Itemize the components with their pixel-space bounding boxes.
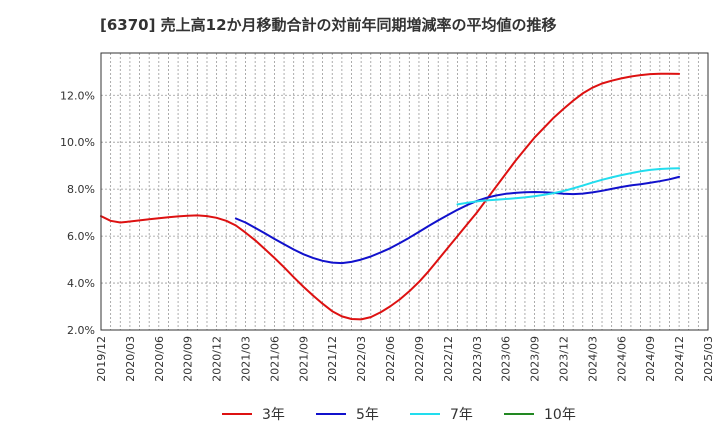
x-tick-label: 2024/03: [586, 336, 599, 382]
x-tick-label: 2022/12: [442, 336, 455, 382]
series-line-2: [456, 167, 681, 206]
x-tick-label: 2020/06: [153, 336, 166, 382]
x-tick-label: 2020/12: [211, 336, 224, 382]
x-tick-label: 2024/12: [673, 336, 686, 382]
legend-label-0: 3年: [262, 407, 285, 423]
legend-label-1: 5年: [356, 407, 379, 423]
x-tick-label: 2023/06: [500, 336, 513, 382]
y-tick-label: 8.0%: [67, 183, 95, 196]
x-tick-label: 2021/09: [297, 336, 310, 382]
y-axis-ticks: 2.0% 4.0% 6.0% 8.0% 10.0% 12.0%: [60, 89, 95, 337]
x-tick-label: 2025/03: [702, 336, 715, 382]
legend-label-2: 7年: [450, 407, 473, 423]
series-line-1: [234, 175, 681, 265]
x-tick-label: 2021/06: [268, 336, 281, 382]
x-tick-label: 2024/09: [644, 336, 657, 382]
y-tick-label: 12.0%: [60, 89, 95, 102]
x-tick-label: 2022/03: [355, 336, 368, 382]
y-tick-label: 4.0%: [67, 277, 95, 290]
x-tick-label: 2024/06: [615, 336, 628, 382]
plot-area-border: [100, 52, 709, 331]
x-axis-ticks: 2019/12 2020/03 2020/06 2020/09 2020/12 2021/…: [95, 336, 715, 382]
x-tick-label: 2023/03: [471, 336, 484, 382]
plot-area-background: [101, 53, 708, 330]
legend-label-3: 10年: [544, 407, 576, 423]
x-tick-label: 2023/09: [529, 336, 542, 382]
x-tick-label: 2022/09: [413, 336, 426, 382]
series-lines: [100, 72, 681, 321]
x-tick-label: 2023/12: [557, 336, 570, 382]
chart-title: [6370] 売上高12か月移動合計の対前年同期増減率の平均値の推移: [100, 16, 557, 34]
y-tick-label: 2.0%: [67, 324, 95, 337]
x-tick-label: 2021/12: [326, 336, 339, 382]
legend: 3年 5年 7年 10年: [222, 407, 576, 423]
x-tick-label: 2021/03: [240, 336, 253, 382]
x-tick-label: 2020/09: [182, 336, 195, 382]
x-tick-label: 2019/12: [95, 336, 108, 382]
series-line-0: [100, 72, 681, 321]
x-tick-label: 2022/06: [384, 336, 397, 382]
y-tick-label: 6.0%: [67, 230, 95, 243]
y-tick-label: 10.0%: [60, 136, 95, 149]
x-tick-label: 2020/03: [124, 336, 137, 382]
